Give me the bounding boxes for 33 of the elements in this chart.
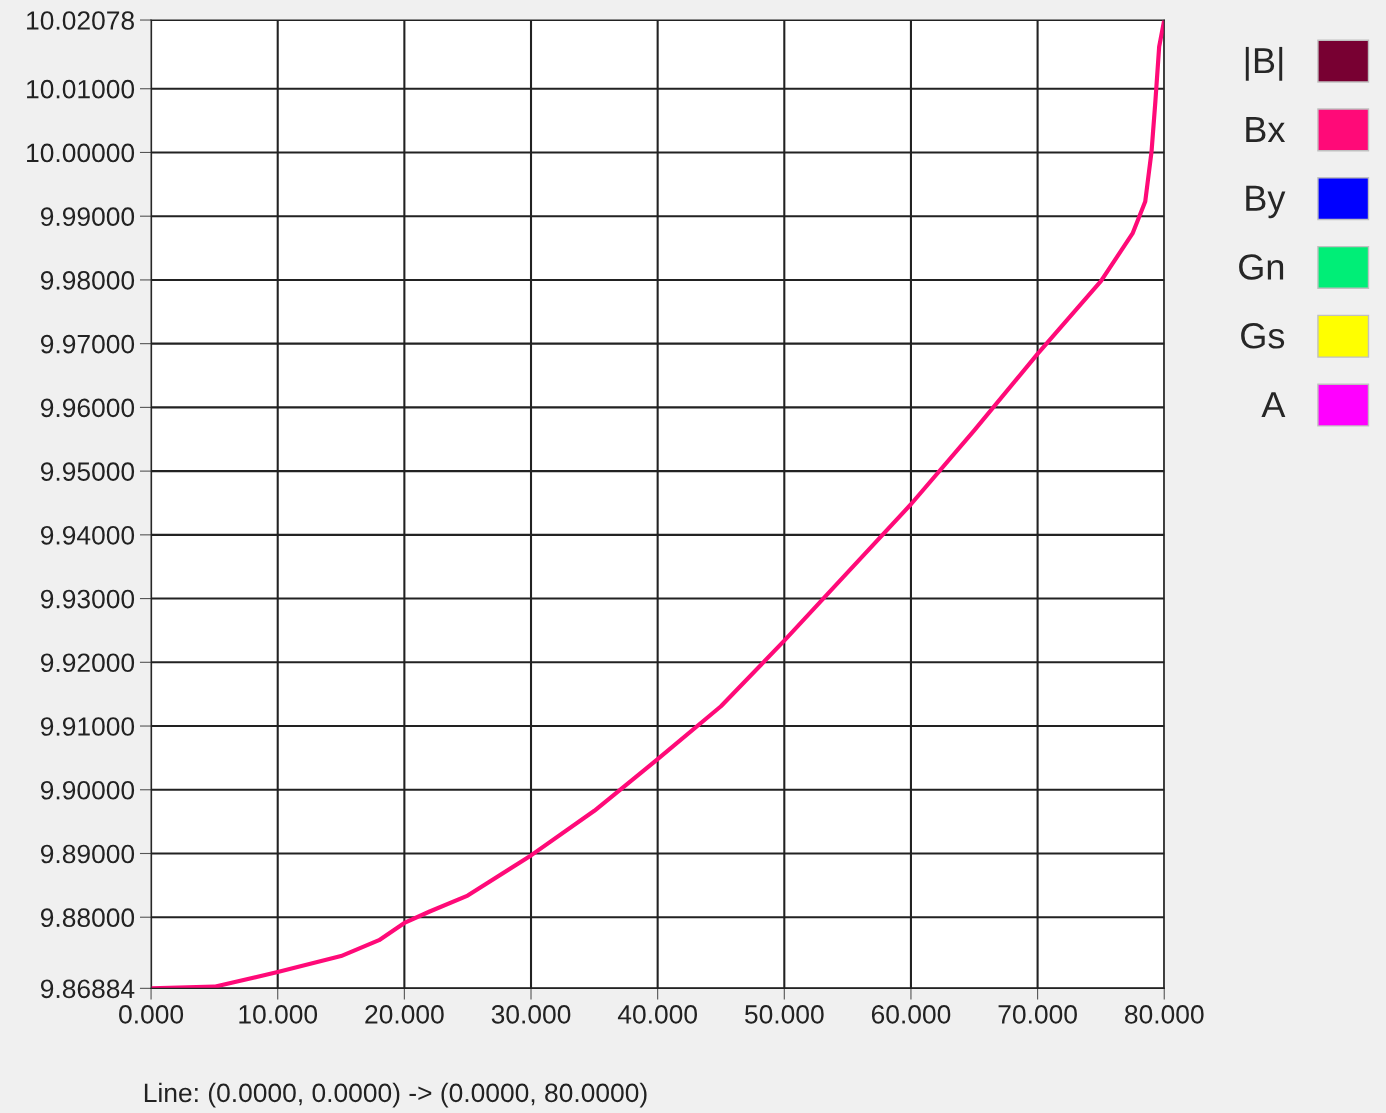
y-tick-label: 9.92000: [40, 653, 135, 673]
legend-label: By: [1246, 185, 1286, 219]
legend-label: Gs: [1241, 323, 1285, 349]
x-tick-label: 10.000: [239, 1005, 318, 1024]
y-tick-label: 9.97000: [40, 334, 135, 354]
x-tick-label: 70.000: [998, 1005, 1077, 1024]
legend-label: Bx: [1246, 117, 1286, 142]
y-tick-label: 9.88000: [40, 908, 135, 928]
y-tick-label: 9.93000: [40, 589, 135, 609]
y-tick-label: 10.02078: [27, 11, 134, 30]
text: Line: (0.0000, 0.0000) -> (0.0000, 80.0000): [144, 1082, 647, 1108]
y-tick-label: 9.86884: [40, 979, 135, 999]
y-tick-label: 9.94000: [40, 525, 135, 545]
y-tick-label: 9.98000: [40, 271, 135, 290]
legend-label: A: [1261, 392, 1286, 418]
x-tick-label: 80.000: [1125, 1005, 1204, 1024]
y-tick-label: 9.95000: [40, 462, 135, 481]
y-tick-label: 9.90000: [40, 780, 135, 800]
x-tick-label: 0.000: [119, 1005, 184, 1024]
legend-label: Gn: [1239, 254, 1284, 280]
line-series: [151, 20, 1165, 989]
x-tick-label: 20.000: [365, 1005, 444, 1024]
x-tick-label: 40.000: [617, 1005, 697, 1024]
legend-label: |B|: [1245, 46, 1283, 81]
x-tick-label: 30.000: [491, 1005, 571, 1024]
y-tick-label: 9.99000: [40, 207, 135, 227]
y-tick-label: 9.96000: [40, 398, 135, 418]
y-tick-label: 10.00000: [27, 143, 135, 163]
x-tick-label: 60.000: [871, 1005, 951, 1024]
y-tick-label: 9.89000: [40, 844, 135, 864]
y-tick-label: 10.01000: [27, 79, 135, 99]
x-tick-label: 50.000: [745, 1005, 824, 1024]
y-tick-label: 9.91000: [40, 717, 135, 736]
